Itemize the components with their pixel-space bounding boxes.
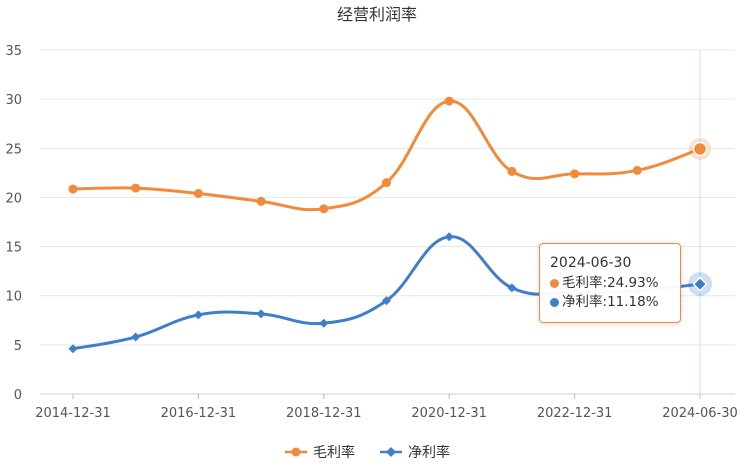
y-tick-label: 20 — [5, 191, 22, 206]
gross-point — [193, 188, 203, 198]
x-tick-label: 2018-12-31 — [286, 406, 362, 421]
net-point — [131, 332, 141, 342]
chart-title: 经营利润率 — [337, 5, 417, 24]
y-tick-label: 25 — [5, 142, 22, 157]
legend[interactable]: 毛利率 净利率 — [285, 444, 450, 461]
gross-point — [570, 169, 580, 179]
data-tooltip: 2024-06-30 毛利率: 24.93% 净利率: 11.18% — [539, 243, 681, 323]
gross-point — [692, 141, 708, 157]
gross-point — [632, 165, 642, 175]
x-tick-label: 2014-12-31 — [35, 406, 111, 421]
x-tick-label: 2020-12-31 — [411, 406, 487, 421]
y-tick-label: 15 — [5, 241, 22, 256]
tooltip-gross-value: 24.93% — [607, 275, 659, 291]
gross-point — [507, 166, 517, 176]
net-point — [68, 344, 78, 354]
y-tick-label: 30 — [5, 93, 22, 108]
net-point — [256, 309, 266, 319]
gross-point — [256, 196, 266, 206]
axis-layer: 0 5 10 15 20 25 30 35 2014-12-31 2016-12-31 2018-1… — [5, 44, 737, 421]
y-tick-label: 0 — [14, 388, 22, 403]
gross-point — [444, 96, 454, 106]
x-tick-label: 2016-12-31 — [161, 406, 237, 421]
x-tick-label: 2022-12-31 — [537, 406, 613, 421]
grid-layer — [40, 49, 735, 395]
net-point — [319, 318, 329, 328]
legend-item-net[interactable]: 净利率 — [380, 444, 450, 461]
y-tick-label: 35 — [5, 44, 22, 59]
legend-label-gross: 毛利率 — [313, 444, 355, 461]
legend-label-net: 净利率 — [408, 444, 450, 461]
tooltip-gross-label: 毛利率: — [562, 275, 608, 291]
net-point — [507, 283, 517, 293]
tooltip-row-gross: 毛利率: 24.93% — [550, 274, 670, 293]
net-point — [382, 296, 391, 306]
gross-point — [382, 178, 391, 188]
gross-dot-icon — [550, 279, 559, 288]
legend-circle-icon — [291, 447, 301, 457]
legend-diamond-icon — [386, 447, 396, 457]
x-tick-label: 2024-06-30 — [662, 406, 738, 421]
tooltip-row-net: 净利率: 11.18% — [550, 293, 670, 312]
tooltip-net-value: 11.18% — [607, 294, 659, 310]
gross-series-line — [71, 99, 702, 212]
tooltip-date: 2024-06-30 — [550, 255, 632, 271]
tooltip-net-label: 净利率: — [562, 294, 608, 310]
gross-point — [68, 184, 78, 194]
gross-point — [131, 183, 141, 193]
net-point — [692, 276, 708, 292]
net-dot-icon — [550, 298, 559, 307]
gross-point — [319, 204, 329, 214]
y-tick-label: 10 — [5, 290, 22, 305]
net-point — [193, 310, 203, 320]
net-point — [444, 232, 454, 242]
y-tick-label: 5 — [14, 339, 22, 354]
legend-item-gross[interactable]: 毛利率 — [285, 444, 355, 461]
